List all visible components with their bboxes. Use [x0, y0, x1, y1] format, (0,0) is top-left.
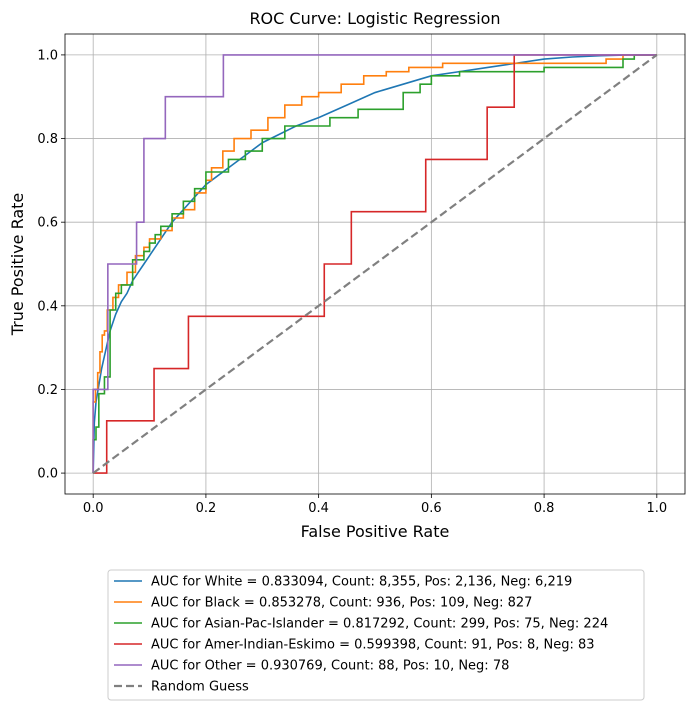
- y-tick-label: 0.0: [37, 467, 58, 482]
- ticks: 0.0 0.2 0.4 0.6 0.8 1.0 0.0 0.2 0.4 0.6 0.8 1.0: [37, 48, 667, 516]
- plot-frame: [64, 33, 686, 495]
- grid: [65, 34, 685, 494]
- y-tick-label: 0.6: [37, 216, 58, 231]
- series-line-5: [92, 54, 658, 474]
- x-tick-label: 0.4: [308, 501, 329, 516]
- x-tick-label: 0.8: [534, 501, 555, 516]
- y-tick-label: 0.4: [37, 299, 58, 314]
- x-tick-label: 0.6: [421, 501, 442, 516]
- series-line-3: [93, 54, 657, 474]
- series-line-4: [92, 54, 657, 474]
- x-tick-label: 0.0: [83, 501, 104, 516]
- series-layer: [92, 54, 658, 474]
- y-tick-label: 0.2: [37, 383, 58, 398]
- y-tick-label: 0.8: [37, 132, 58, 147]
- series-line-1: [92, 54, 657, 474]
- x-tick-label: 0.2: [196, 501, 217, 516]
- chart-title: ROC Curve: Logistic Regression: [249, 9, 500, 28]
- legend-label-5: Random Guess: [151, 680, 249, 695]
- legend-box: [107, 569, 645, 701]
- x-axis-label: False Positive Rate: [301, 522, 450, 541]
- y-tick-label: 1.0: [37, 48, 58, 63]
- legend-label-2: AUC for Asian-Pac-Islander = 0.817292, C…: [151, 617, 608, 632]
- legend-label-4: AUC for Other = 0.930769, Count: 88, Pos…: [151, 659, 509, 674]
- legend-label-1: AUC for Black = 0.853278, Count: 936, Po…: [151, 596, 532, 611]
- legend-label-3: AUC for Amer-Indian-Eskimo = 0.599398, C…: [151, 638, 595, 653]
- y-axis-label: True Positive Rate: [8, 193, 27, 337]
- legend: AUC for White = 0.833094, Count: 8,355, …: [107, 569, 645, 701]
- x-tick-label: 1.0: [646, 501, 667, 516]
- legend-label-0: AUC for White = 0.833094, Count: 8,355, …: [151, 575, 572, 590]
- series-line-2: [92, 54, 657, 474]
